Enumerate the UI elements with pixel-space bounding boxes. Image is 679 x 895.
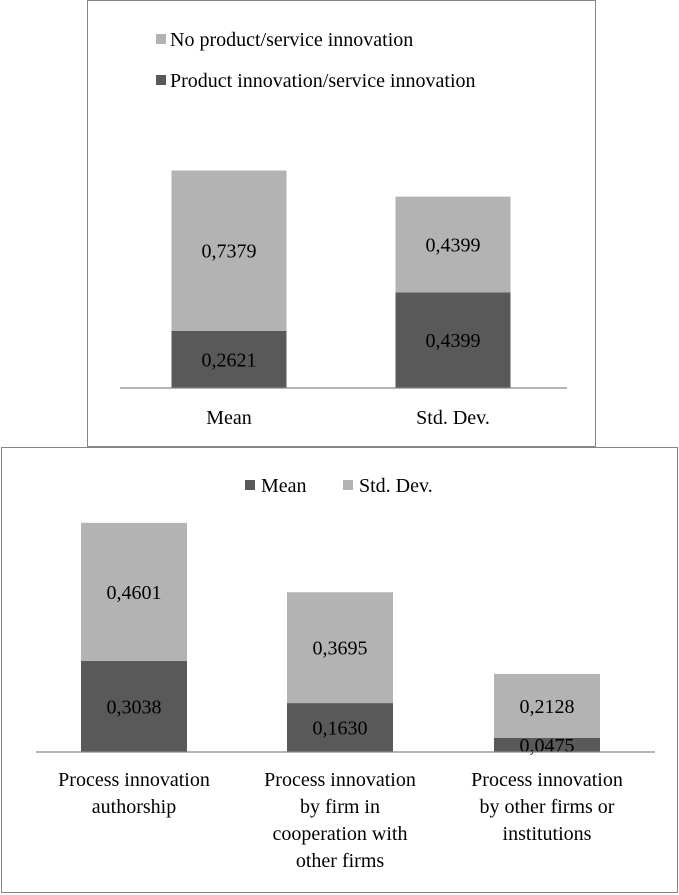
legend-swatch-1-2 — [156, 75, 166, 85]
bar-2-2-2 — [287, 592, 393, 704]
data-label-1-2-1: 0,7379 — [202, 241, 257, 263]
bar-1-1-1 — [171, 330, 287, 388]
data-label-1-2-2: 0,4399 — [426, 234, 481, 256]
category-label-2-3-line-1: Process innovation — [471, 769, 623, 791]
category-label-1-1: Mean — [206, 407, 252, 429]
data-label-2-1-3: 0,0475 — [520, 735, 575, 757]
data-label-1-1-1: 0,2621 — [202, 349, 257, 371]
category-label-2-2-line-2: by firm in — [300, 796, 380, 818]
legend-label-2-2: Std. Dev. — [359, 475, 433, 497]
category-label-2-2-line-1: Process innovation — [264, 769, 416, 791]
bar-2-2-3 — [494, 673, 600, 738]
bar-1-2-2 — [395, 196, 511, 293]
legend-swatch-1-1 — [156, 34, 166, 44]
category-label-2-3-line-3: institutions — [503, 823, 592, 845]
category-label-1-2: Std. Dev. — [416, 407, 490, 429]
category-label-2-1-line-2: authorship — [92, 796, 176, 818]
legend-label-1-2: Product innovation/service innovation — [170, 70, 476, 92]
data-label-1-1-2: 0,4399 — [426, 330, 481, 352]
bar-2-2-1 — [81, 522, 187, 661]
data-label-2-2-1: 0,4601 — [107, 582, 162, 604]
data-label-2-1-2: 0,1630 — [313, 718, 368, 740]
category-label-2-3-line-2: by other firms or — [480, 796, 615, 818]
category-label-2-2-line-3: cooperation with — [273, 823, 408, 845]
data-label-2-2-3: 0,2128 — [520, 696, 575, 718]
data-label-2-1-1: 0,3038 — [107, 696, 162, 718]
bar-1-1-2 — [395, 292, 511, 388]
category-label-2-1-line-1: Process innovation — [58, 769, 210, 791]
bar-2-1-1 — [81, 660, 187, 752]
category-label-2-2-line-4: other firms — [296, 850, 385, 872]
legend-swatch-2-1 — [245, 480, 255, 490]
legend-label-2-1: Mean — [261, 475, 307, 497]
legend-label-1-1: No product/service innovation — [170, 29, 413, 51]
bar-2-1-2 — [287, 703, 393, 752]
bar-1-2-1 — [171, 170, 287, 331]
legend-swatch-2-2 — [343, 480, 353, 490]
bar-2-1-3 — [494, 737, 600, 752]
data-label-2-2-2: 0,3695 — [313, 638, 368, 660]
